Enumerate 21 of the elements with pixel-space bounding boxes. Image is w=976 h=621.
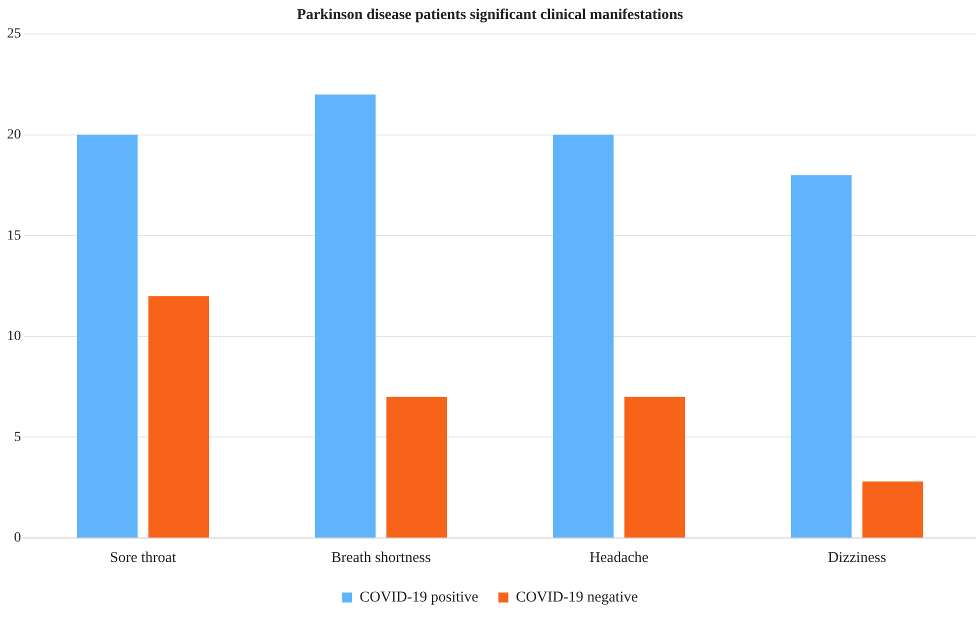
chart-title: Parkinson disease patients significant clinical manifestations bbox=[296, 6, 684, 23]
x-tick-label: Headache bbox=[589, 550, 649, 566]
legend-label: COVID-19 positive bbox=[360, 589, 479, 606]
y-tick-label: 25 bbox=[7, 26, 21, 42]
y-tick-label: 0 bbox=[14, 530, 21, 546]
bar bbox=[790, 175, 852, 538]
x-tick-label: Breath shortness bbox=[331, 550, 431, 566]
bar bbox=[552, 134, 614, 538]
bar bbox=[314, 94, 376, 538]
legend-label: COVID-19 negative bbox=[516, 589, 638, 606]
bar bbox=[386, 396, 448, 538]
bar bbox=[148, 296, 210, 538]
x-tick-label: Sore throat bbox=[110, 550, 177, 566]
y-tick-label: 10 bbox=[7, 329, 21, 344]
y-tick-label: 20 bbox=[7, 127, 21, 142]
bar bbox=[862, 482, 924, 538]
y-tick-label: 15 bbox=[7, 228, 21, 244]
bar bbox=[76, 134, 138, 538]
x-tick-label: Dizziness bbox=[828, 550, 886, 566]
bar bbox=[624, 396, 686, 538]
y-tick-label: 5 bbox=[14, 430, 21, 445]
